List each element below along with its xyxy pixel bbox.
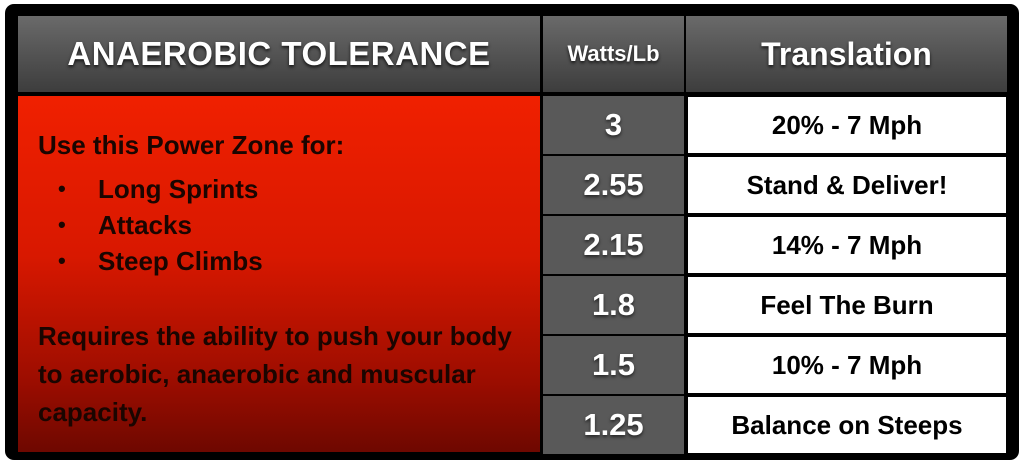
translation-cell: Balance on Steeps: [688, 397, 1006, 453]
translation-cell: Stand & Deliver!: [688, 157, 1006, 213]
list-item: • Attacks: [38, 207, 540, 243]
watts-cell: 1.5: [543, 336, 684, 394]
translation-cell: 20% - 7 Mph: [688, 97, 1006, 153]
watts-cell: 1.25: [543, 396, 684, 454]
translation-cell: 10% - 7 Mph: [688, 337, 1006, 393]
use-label: Steep Climbs: [98, 246, 263, 276]
bullet-icon: •: [58, 248, 66, 273]
translation-cell: Feel The Burn: [688, 277, 1006, 333]
watts-cell: 2.15: [543, 216, 684, 274]
use-label: Attacks: [98, 210, 192, 240]
watts-column-header: Watts/Lb: [543, 16, 684, 92]
use-label: Long Sprints: [98, 174, 259, 204]
zone-title: ANAEROBIC TOLERANCE: [18, 16, 540, 92]
translation-column-header: Translation: [686, 16, 1007, 92]
zone-description-panel: Use this Power Zone for: • Long Sprints …: [18, 96, 540, 452]
zone-use-list: • Long Sprints • Attacks • Steep Climbs: [38, 171, 540, 279]
list-item: • Steep Climbs: [38, 243, 540, 279]
zone-heading: Use this Power Zone for:: [38, 130, 345, 160]
watts-cell: 1.8: [543, 276, 684, 334]
list-item: • Long Sprints: [38, 171, 540, 207]
translation-cell: 14% - 7 Mph: [688, 217, 1006, 273]
zone-requirement-note: Requires the ability to push your body t…: [38, 321, 512, 427]
bullet-icon: •: [58, 212, 66, 237]
watts-cell: 2.55: [543, 156, 684, 214]
watts-cell: 3: [543, 96, 684, 154]
bullet-icon: •: [58, 176, 66, 201]
